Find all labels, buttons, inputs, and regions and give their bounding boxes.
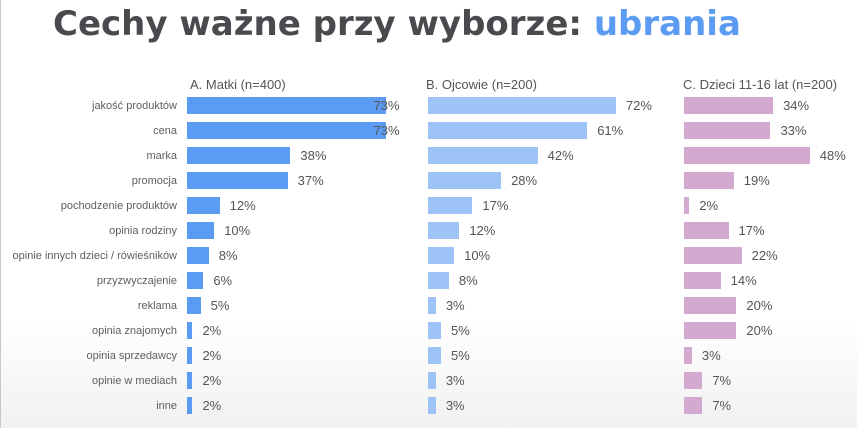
- bar: [187, 272, 204, 289]
- title-prefix: Cechy ważne przy wyborze:: [53, 4, 594, 44]
- bar: [428, 347, 442, 364]
- bar: [187, 222, 215, 239]
- value-label: 3%: [445, 398, 465, 413]
- value-label: 37%: [297, 173, 324, 188]
- value-label: 73%: [373, 98, 400, 113]
- value-label: 34%: [783, 98, 810, 113]
- value-label: 42%: [547, 148, 574, 163]
- category-label: marka: [146, 150, 177, 162]
- value-label: 2%: [699, 198, 719, 213]
- category-label: inne: [156, 400, 177, 412]
- bar: [684, 222, 729, 239]
- page-title: Cechy ważne przy wyborze: ubrania: [53, 4, 741, 44]
- category-label: promocja: [131, 175, 177, 187]
- bar: [187, 322, 193, 339]
- category-label: opinia znajomych: [92, 325, 177, 337]
- bar: [428, 222, 460, 239]
- value-label: 2%: [202, 373, 222, 388]
- category-label: jakość produktów: [92, 100, 177, 112]
- value-label: 20%: [746, 298, 773, 313]
- value-label: 7%: [712, 373, 732, 388]
- value-label: 6%: [213, 273, 233, 288]
- value-label: 10%: [224, 223, 251, 238]
- panel-title: B. Ojcowie (n=200): [426, 77, 537, 92]
- bar: [684, 247, 742, 264]
- value-label: 5%: [210, 298, 230, 313]
- bar: [428, 122, 588, 139]
- title-accent: ubrania: [593, 4, 741, 44]
- value-label: 10%: [464, 248, 491, 263]
- value-label: 19%: [743, 173, 770, 188]
- category-label: opinia sprzedawcy: [86, 350, 178, 362]
- bar: [684, 172, 734, 189]
- value-label: 48%: [819, 148, 846, 163]
- panel-title: C. Dzieci 11-16 lat (n=200): [683, 77, 838, 92]
- bar: [428, 297, 436, 314]
- value-label: 2%: [202, 323, 222, 338]
- value-label: 61%: [597, 123, 624, 138]
- bar: [684, 297, 737, 314]
- bar: [187, 97, 386, 114]
- value-label: 38%: [300, 148, 327, 163]
- bar: [187, 122, 386, 139]
- bar: [684, 97, 774, 114]
- bar: [428, 397, 436, 414]
- bar: [428, 247, 455, 264]
- value-label: 5%: [451, 323, 470, 338]
- value-label: 20%: [746, 323, 773, 338]
- bar: [684, 397, 703, 414]
- bar: [187, 197, 220, 214]
- bar: [428, 197, 473, 214]
- bar: [187, 247, 209, 264]
- bar: [428, 147, 538, 164]
- category-label: opinie innych dzieci / rówieśników: [12, 250, 177, 262]
- bar: [684, 147, 810, 164]
- bar: [187, 172, 288, 189]
- bar: [428, 97, 616, 114]
- category-label: przyzwyczajenie: [96, 275, 177, 287]
- category-label: cena: [153, 125, 177, 137]
- value-label: 72%: [625, 98, 652, 113]
- bar: [187, 372, 193, 389]
- value-label: 3%: [445, 298, 465, 313]
- value-label: 2%: [202, 348, 222, 363]
- bar: [428, 322, 442, 339]
- value-label: 12%: [229, 198, 256, 213]
- bar: [428, 372, 436, 389]
- value-label: 33%: [780, 123, 807, 138]
- category-label: pochodzenie produktów: [60, 200, 177, 212]
- value-label: 3%: [445, 373, 465, 388]
- bar: [684, 372, 703, 389]
- value-label: 28%: [511, 173, 538, 188]
- category-label: opinia rodziny: [109, 225, 177, 237]
- bar: [684, 347, 692, 364]
- value-label: 3%: [701, 348, 721, 363]
- bar: [684, 272, 721, 289]
- bar: [428, 172, 502, 189]
- value-label: 12%: [469, 223, 496, 238]
- bar: [187, 297, 201, 314]
- bar: [187, 397, 193, 414]
- value-label: 14%: [730, 273, 757, 288]
- value-label: 73%: [373, 123, 400, 138]
- value-label: 8%: [458, 273, 478, 288]
- bar: [684, 322, 737, 339]
- bar: [187, 147, 291, 164]
- value-label: 7%: [712, 398, 732, 413]
- value-label: 8%: [218, 248, 238, 263]
- category-label: reklama: [137, 300, 177, 312]
- bar: [684, 197, 690, 214]
- value-label: 17%: [738, 223, 765, 238]
- value-label: 17%: [482, 198, 509, 213]
- value-label: 5%: [451, 348, 470, 363]
- value-label: 2%: [202, 398, 222, 413]
- bar: [428, 272, 449, 289]
- bar: [684, 122, 771, 139]
- bar: [187, 347, 193, 364]
- category-label: opinie w mediach: [92, 375, 177, 387]
- panel-title: A. Matki (n=400): [190, 77, 286, 92]
- value-label: 22%: [751, 248, 778, 263]
